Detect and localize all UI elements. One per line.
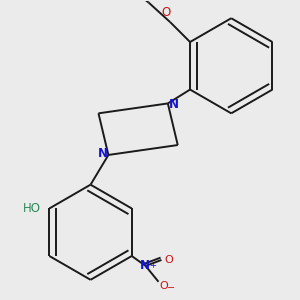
Text: +: + xyxy=(149,261,156,270)
Text: O: O xyxy=(164,255,173,265)
Text: N: N xyxy=(98,148,107,160)
Text: O: O xyxy=(159,281,168,291)
Text: N: N xyxy=(140,259,150,272)
Text: O: O xyxy=(162,6,171,19)
Text: N: N xyxy=(169,98,179,111)
Text: −: − xyxy=(167,283,175,293)
Text: HO: HO xyxy=(22,202,40,215)
